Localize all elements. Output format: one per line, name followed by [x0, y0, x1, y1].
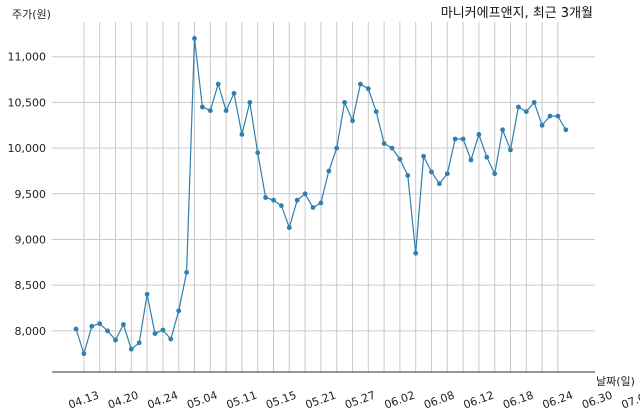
x-tick-label: 06.18: [501, 389, 535, 412]
data-point: [547, 113, 553, 119]
data-point: [468, 157, 474, 163]
data-point: [239, 132, 245, 137]
x-tick-label: 06.30: [580, 389, 614, 412]
data-point: [263, 195, 268, 200]
data-point: [207, 108, 213, 113]
data-point: [231, 90, 237, 96]
data-point: [215, 81, 221, 87]
data-point: [73, 326, 79, 332]
data-point: [500, 127, 505, 133]
y-tick-label: 8,500: [15, 279, 47, 292]
chart-title: 마니커에프앤지, 최근 3개월: [441, 6, 593, 21]
x-tick-label: 04.13: [67, 389, 101, 412]
data-point: [492, 171, 498, 177]
x-tick-label: 06.02: [383, 389, 417, 412]
x-tick-label: 06.12: [462, 389, 496, 412]
x-tick-label: 07.06: [620, 389, 640, 412]
data-point: [121, 322, 126, 327]
axis-layer: 8,000 8,500 9,000 9,500 10,000 10,500 11,000 04…: [8, 51, 640, 412]
data-point: [136, 340, 142, 346]
data-point: [342, 100, 347, 105]
data-point: [255, 150, 261, 156]
data-point: [389, 145, 395, 151]
y-axis-title: 주가(원): [12, 8, 51, 21]
data-point: [279, 203, 284, 209]
data-point: [334, 145, 340, 151]
data-point: [484, 154, 490, 160]
x-tick-label: 05.04: [185, 389, 219, 412]
data-point: [247, 100, 253, 105]
data-point: [539, 122, 545, 128]
data-point: [531, 100, 537, 105]
x-tick-label: 05.11: [225, 389, 259, 412]
y-tick-label: 10,500: [8, 96, 47, 109]
data-point: [168, 336, 174, 342]
data-point: [128, 346, 134, 352]
data-point: [476, 132, 482, 137]
data-point: [421, 153, 426, 159]
x-tick-label: 05.27: [343, 389, 377, 412]
data-point: [294, 197, 300, 203]
data-point: [508, 147, 513, 153]
data-point: [405, 173, 411, 178]
y-tick-label: 11,000: [8, 51, 47, 64]
y-tick-label: 10,000: [8, 142, 47, 155]
data-point: [200, 104, 205, 110]
data-point: [192, 36, 197, 41]
x-axis-title: 날짜(일): [596, 374, 635, 388]
data-point: [555, 113, 561, 119]
data-point: [381, 141, 387, 146]
data-point: [113, 337, 118, 343]
x-tick-label: 04.24: [146, 389, 180, 412]
data-point: [105, 328, 110, 334]
y-tick-label: 9,000: [15, 233, 47, 246]
data-point: [271, 197, 276, 203]
x-tick-label: 05.21: [304, 389, 338, 412]
data-point: [302, 191, 308, 197]
x-tick-label: 04.20: [106, 389, 140, 412]
series-layer: [73, 36, 569, 357]
data-point: [223, 108, 229, 113]
data-point: [460, 136, 466, 142]
data-point: [358, 81, 363, 87]
data-point: [413, 250, 419, 256]
data-point: [429, 169, 434, 175]
data-point: [318, 200, 324, 206]
data-point: [286, 225, 292, 231]
data-point: [516, 104, 521, 110]
y-tick-label: 8,000: [15, 325, 47, 338]
data-point: [326, 168, 332, 174]
data-point: [397, 156, 403, 162]
x-tick-label: 06.24: [541, 389, 575, 412]
data-point: [365, 86, 371, 92]
data-point: [444, 171, 450, 177]
data-point: [144, 291, 150, 297]
data-point: [97, 321, 103, 326]
data-point: [81, 351, 87, 357]
data-point: [152, 331, 158, 336]
data-point: [350, 118, 355, 124]
x-tick-label: 06.08: [422, 389, 456, 412]
y-tick-label: 9,500: [15, 188, 47, 201]
data-point: [184, 270, 190, 275]
data-point: [523, 109, 529, 114]
data-point: [373, 109, 379, 114]
data-point: [160, 327, 166, 333]
data-point: [563, 127, 569, 133]
data-point: [176, 308, 182, 314]
data-point: [452, 136, 458, 142]
grid-layer: [52, 22, 595, 372]
x-tick-label: 05.15: [264, 389, 298, 412]
data-point: [310, 205, 316, 210]
data-point: [89, 323, 95, 329]
data-point: [437, 181, 442, 187]
